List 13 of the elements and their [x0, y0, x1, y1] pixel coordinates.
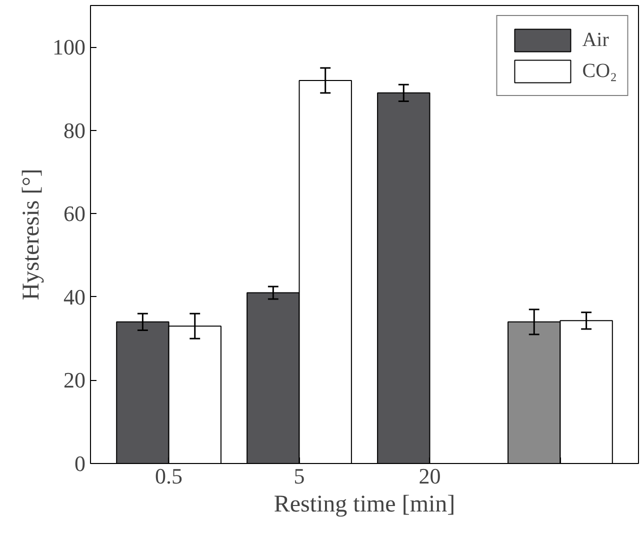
y-tick-label: 60 — [64, 201, 86, 226]
y-tick-label: 100 — [52, 34, 86, 60]
legend-label: Air — [582, 28, 609, 52]
y-tick-label: 0 — [74, 451, 86, 476]
legend-label: CO₂ — [582, 60, 617, 82]
x-tick-label: 0.5 — [155, 464, 183, 488]
y-tick-label: 40 — [64, 284, 86, 310]
y-axis-title: Hysteresis [°] — [18, 168, 44, 300]
y-tick-label: 80 — [64, 118, 86, 143]
x-tick-label: 5 — [294, 464, 305, 488]
y-tick-label: 20 — [64, 368, 86, 393]
x-axis-title: Resting time [min] — [274, 492, 456, 518]
x-tick-label: 20 — [418, 464, 441, 488]
